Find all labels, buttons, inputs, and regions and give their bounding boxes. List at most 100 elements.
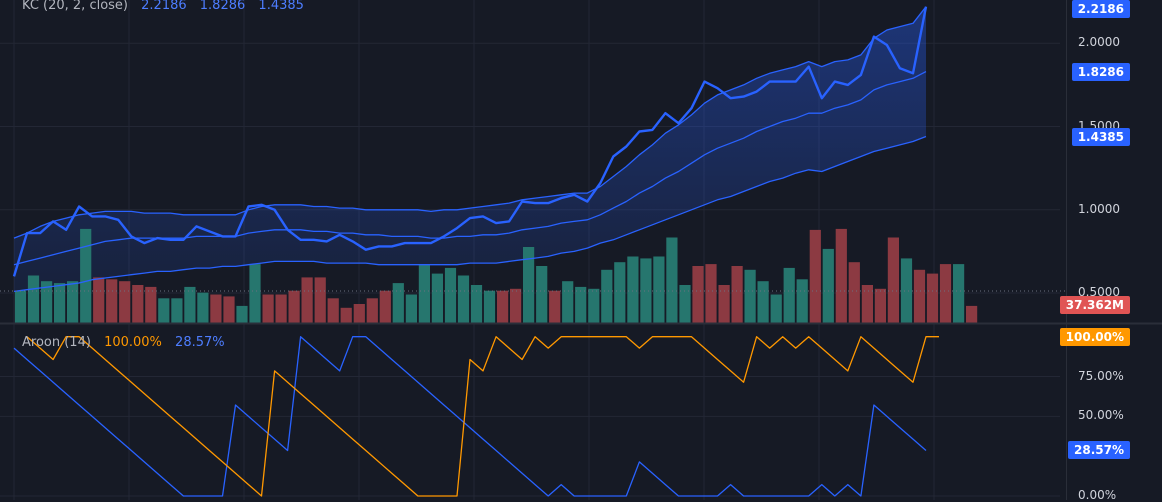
volume-bar: [718, 285, 730, 323]
volume-bar: [327, 298, 339, 323]
volume-bar: [679, 285, 691, 323]
kc-upper-line: [13, 6, 927, 239]
volume-bar: [27, 275, 40, 323]
volume-bar: [939, 264, 952, 323]
volume-bar: [913, 269, 926, 323]
volume-bar: [627, 256, 639, 323]
volume-bar: [54, 283, 66, 323]
volume-bar: [145, 286, 157, 323]
volume-bar: [731, 266, 743, 323]
volume-bar: [288, 290, 300, 323]
volume-bar: [575, 286, 587, 323]
volume-bar: [275, 294, 287, 323]
volume-bar: [848, 262, 860, 323]
volume-bar: [67, 281, 79, 323]
volume-bar: [184, 286, 196, 323]
volume-bar: [236, 305, 248, 323]
volume-bar: [132, 285, 144, 323]
aroon-up-tag: 100.00%: [1059, 327, 1130, 346]
volume-bar: [249, 264, 261, 323]
volume-bar: [796, 279, 808, 323]
volume-bar: [692, 266, 704, 323]
kc-band-fill: [14, 6, 926, 292]
aroon-lines: [13, 336, 939, 497]
volume-bar: [926, 273, 939, 323]
volume-bar: [966, 305, 978, 323]
volume-bar: [809, 229, 821, 323]
volume-bar: [431, 273, 443, 323]
volume-bar: [80, 228, 92, 323]
volume-bar: [783, 267, 795, 323]
volume-bar: [705, 264, 717, 323]
volume-bar: [106, 279, 118, 323]
volume-bar: [197, 292, 209, 323]
kc-lines: [0, 6, 1066, 293]
aroon-axis-tick: 50.00%: [1078, 408, 1124, 423]
volume-bar: [340, 307, 352, 323]
volume-bar: [301, 277, 313, 323]
volume-bar: [119, 281, 131, 323]
aroon-axis-tick: 0.00%: [1078, 488, 1117, 502]
kc-band-area: [14, 6, 926, 292]
volume-bar: [470, 285, 483, 323]
volume-bar: [549, 290, 561, 323]
aroon-legend-label: Aroon (14): [22, 335, 91, 350]
volume-bar: [392, 283, 404, 323]
volume-tag: 37.362M: [1059, 296, 1130, 314]
volume-bar: [757, 281, 769, 323]
volume-bar: [93, 277, 105, 323]
volume-bar: [314, 277, 326, 323]
volume-bar: [510, 288, 522, 323]
volume-bar: [457, 275, 470, 323]
volume-bar: [588, 288, 600, 323]
volume-bar: [210, 294, 222, 323]
volume-bar: [536, 266, 548, 323]
aroon-down-tag: 28.57%: [1068, 441, 1130, 460]
volume-bar: [14, 290, 27, 323]
volume-bar: [640, 258, 652, 323]
volume-bar: [822, 248, 834, 323]
aroon-legend-up: 100.00%: [104, 335, 162, 350]
price-tag: 2.2186: [1071, 0, 1130, 18]
price-axis-tick: 0.5000: [1078, 285, 1120, 300]
volume-bar: [562, 281, 574, 323]
volume-bars: [14, 228, 978, 323]
kc-legend-label: KC (20, 2, close): [22, 0, 128, 13]
volume-bar: [379, 290, 391, 323]
volume-bar: [887, 237, 899, 323]
volume-bar: [835, 228, 847, 323]
volume-bar: [523, 247, 535, 323]
volume-bar: [418, 264, 430, 323]
price-line: [12, 6, 928, 277]
volume-bar: [223, 296, 235, 323]
volume-bar: [861, 285, 873, 323]
volume-bar: [770, 294, 782, 323]
price-tag: 1.8286: [1071, 62, 1130, 81]
kc-lower-line: [13, 135, 927, 293]
volume-bar: [353, 304, 365, 323]
aroon-legend-down: 28.57%: [175, 335, 225, 350]
price-tag: 1.4385: [1071, 127, 1130, 146]
volume-bar: [366, 298, 378, 323]
volume-bar: [483, 290, 496, 323]
volume-bar: [497, 290, 509, 323]
volume-bar: [900, 258, 913, 323]
aroon-legend[interactable]: Aroon (14) 100.00% 28.57%: [22, 335, 234, 350]
volume-bar: [666, 237, 678, 323]
aroon-up-line: [26, 336, 939, 497]
price-axis-tick: 1.0000: [1078, 201, 1120, 216]
volume-bar: [653, 256, 665, 323]
volume-bar: [444, 267, 457, 323]
volume-bar: [158, 298, 170, 323]
kc-legend-basis: 1.8286: [199, 0, 246, 13]
volume-bar: [874, 288, 886, 323]
aroon-axis-tick: 75.00%: [1078, 368, 1124, 383]
volume-bar: [41, 281, 53, 323]
volume-bar: [601, 269, 613, 323]
kc-legend[interactable]: KC (20, 2, close) 2.2186 1.8286 1.4385: [22, 0, 313, 13]
aroon-down-line: [13, 336, 927, 497]
volume-bar: [953, 264, 965, 323]
volume-bar: [614, 262, 626, 323]
